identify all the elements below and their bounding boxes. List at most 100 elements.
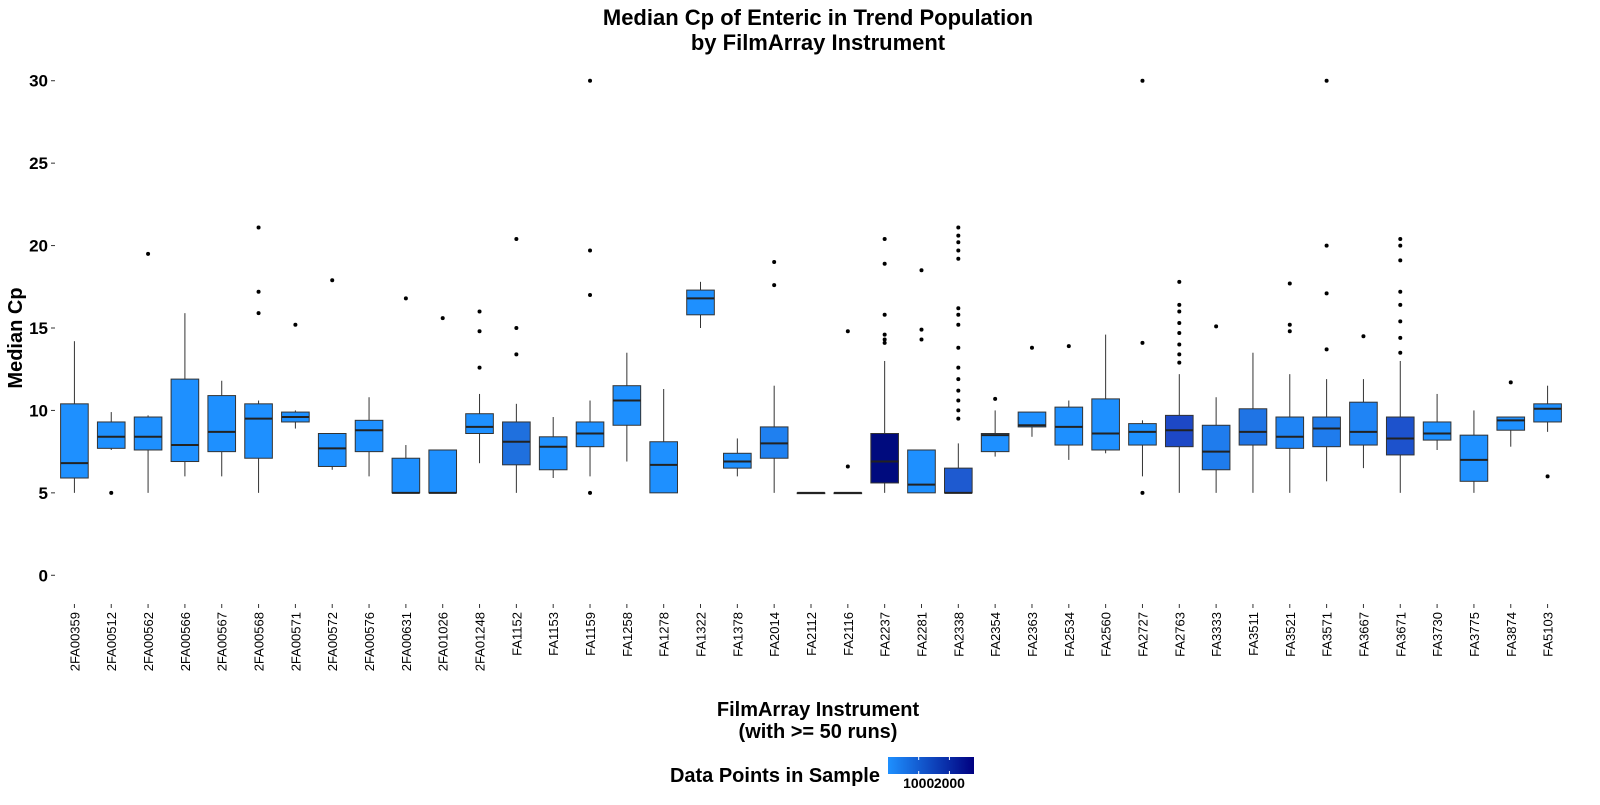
outlier-point — [772, 283, 777, 288]
box-body — [980, 433, 1010, 453]
outlier-point — [1177, 352, 1182, 357]
box-FA1378 — [723, 438, 752, 477]
box-body — [649, 441, 678, 494]
x-tick-label: FA5103 — [1541, 612, 1556, 657]
outlier-point — [1140, 78, 1145, 83]
outlier-point — [514, 352, 519, 357]
outlier-point — [1398, 236, 1403, 241]
outlier-point — [919, 268, 924, 273]
y-tick-label: 0 — [39, 566, 48, 585]
box-2FA00512 — [96, 412, 126, 495]
x-tick-label: FA3730 — [1430, 612, 1445, 657]
box-body — [1091, 398, 1120, 451]
outlier-point — [1140, 490, 1145, 495]
x-tick-label: FA2338 — [951, 612, 966, 657]
x-tick-label: 2FA00512 — [104, 612, 119, 671]
outlier-point — [1287, 281, 1292, 286]
legend-tick-label: 1000 — [903, 775, 934, 791]
x-tick-label: 2FA00567 — [215, 612, 230, 671]
outlier-point — [403, 296, 408, 301]
x-axis-ticks: 2FA00359 2FA00512 2FA00562 2FA00566 2FA00567… — [67, 604, 1556, 671]
box-FA3511 — [1238, 352, 1268, 493]
y-axis-label: Median Cp — [5, 287, 27, 388]
outlier-point — [956, 345, 961, 350]
x-tick-label: 2FA01248 — [473, 612, 488, 671]
outlier-point — [882, 332, 887, 337]
box-FA5103 — [1533, 385, 1562, 479]
box-body — [391, 457, 421, 494]
y-tick-label: 20 — [29, 237, 48, 256]
outlier-point — [1177, 321, 1182, 326]
box-body — [1385, 416, 1415, 456]
box-FA1152 — [502, 236, 531, 493]
box-body — [1275, 416, 1305, 449]
outlier-point — [1398, 350, 1403, 355]
outlier-point — [1177, 302, 1182, 307]
box-2FA00571 — [281, 322, 310, 429]
x-tick-label: FA2727 — [1135, 612, 1150, 657]
x-tick-label: FA1152 — [509, 612, 524, 656]
x-tick-label: 2FA00572 — [325, 612, 340, 671]
box-FA3671 — [1385, 236, 1415, 493]
box-body — [907, 449, 936, 494]
box-body — [686, 289, 715, 316]
box-2FA01026 — [428, 316, 458, 494]
outlier-point — [1398, 335, 1403, 340]
x-tick-label: 2FA00562 — [141, 612, 156, 671]
x-tick-label: FA1258 — [620, 612, 635, 657]
outlier-point — [256, 311, 261, 316]
outlier-point — [919, 337, 924, 342]
outlier-point — [993, 396, 998, 401]
x-tick-label: FA3874 — [1504, 612, 1519, 657]
x-axis-label-line2: (with >= 50 runs) — [739, 721, 898, 743]
box-FA3775 — [1459, 410, 1489, 493]
outlier-point — [588, 293, 593, 298]
outlier-point — [956, 248, 961, 253]
outlier-point — [882, 261, 887, 266]
box-FA3521 — [1275, 281, 1305, 493]
x-tick-label: FA2560 — [1099, 612, 1114, 657]
outlier-point — [956, 365, 961, 370]
box-body — [207, 395, 237, 453]
box-FA2237 — [870, 236, 899, 493]
outlier-point — [293, 322, 298, 327]
box-2FA00572 — [317, 278, 347, 470]
boxplot-series — [60, 78, 1562, 495]
box-FA3571 — [1312, 78, 1341, 482]
outlier-point — [1177, 330, 1182, 335]
outlier-point — [956, 408, 961, 413]
x-tick-label: FA3511 — [1246, 612, 1261, 656]
x-tick-label: 2FA00359 — [67, 612, 82, 671]
chart-title-line1: Median Cp of Enteric in Trend Population — [603, 5, 1033, 30]
outlier-point — [477, 329, 482, 334]
x-tick-label: FA2763 — [1172, 612, 1187, 657]
chart-title-line2: by FilmArray Instrument — [691, 30, 946, 55]
outlier-point — [1398, 319, 1403, 324]
y-tick-label: 15 — [29, 319, 48, 338]
legend-color-bar — [888, 757, 974, 774]
box-FA1258 — [612, 352, 642, 462]
x-tick-label: FA3571 — [1320, 612, 1335, 657]
outlier-point — [588, 490, 593, 495]
outlier-point — [1029, 345, 1034, 350]
box-2FA00631 — [391, 296, 421, 494]
outlier-point — [1398, 243, 1403, 248]
box-body — [1017, 411, 1047, 428]
outlier-point — [1287, 322, 1292, 327]
x-tick-label: 2FA00631 — [399, 612, 414, 671]
y-tick-label: 30 — [29, 72, 48, 91]
outlier-point — [882, 312, 887, 317]
box-2FA00359 — [60, 341, 89, 493]
x-tick-label: FA1278 — [657, 612, 672, 657]
x-tick-label: FA1159 — [583, 612, 598, 656]
box-FA3730 — [1422, 393, 1452, 450]
outlier-point — [882, 337, 887, 342]
box-FA2112 — [796, 491, 826, 495]
y-tick-label: 25 — [29, 154, 48, 173]
outlier-point — [514, 236, 519, 241]
box-FA3874 — [1496, 380, 1526, 447]
x-tick-label: FA1378 — [730, 612, 745, 657]
box-body — [870, 433, 899, 484]
outlier-point — [956, 306, 961, 311]
